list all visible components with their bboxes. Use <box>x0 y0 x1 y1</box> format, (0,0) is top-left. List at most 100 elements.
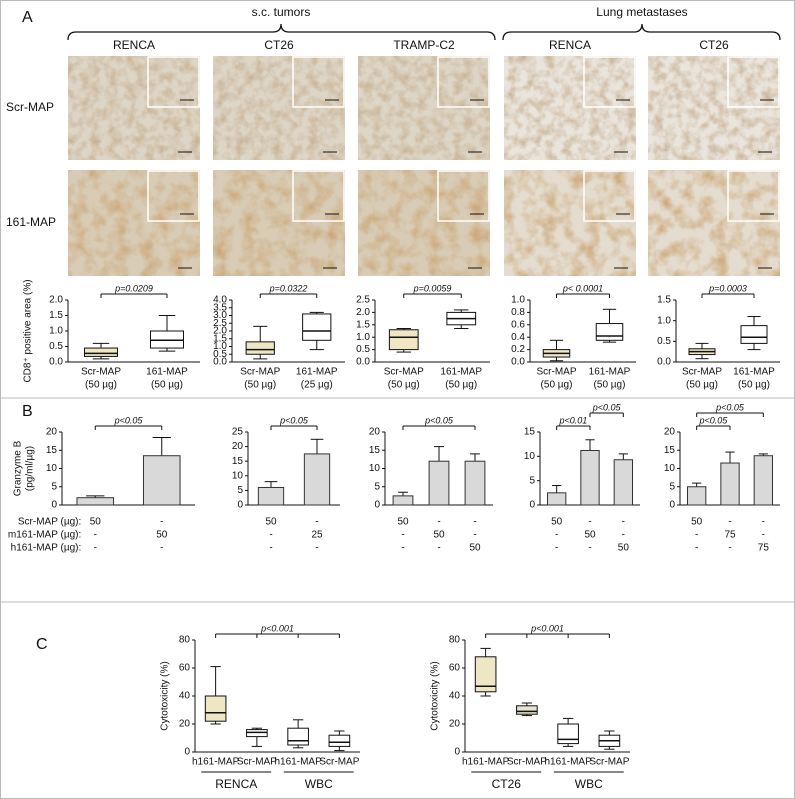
dose-value: - <box>269 543 272 554</box>
box <box>328 734 351 747</box>
category-label: Scr-MAP <box>384 367 424 378</box>
box <box>516 705 538 715</box>
inset <box>583 170 636 222</box>
y-tick-label: 0.5 <box>657 336 671 347</box>
p-value: p< 0.0001 <box>562 283 603 293</box>
brace <box>502 23 781 41</box>
dose-value: 50 <box>551 517 563 528</box>
dose-value: - <box>94 543 97 554</box>
dose-value: - <box>728 517 731 528</box>
y-tick-label: 20 <box>179 719 191 730</box>
y-tick-label: 0.5 <box>49 341 63 352</box>
dose-value: 50 <box>433 530 445 541</box>
category-sublabel: (50 µg) <box>85 380 117 391</box>
category-label: h161-MAP <box>275 757 323 768</box>
bar <box>580 449 600 506</box>
y-tick-label: 1.0 <box>356 332 370 343</box>
p-value: p<0.05 <box>424 415 454 425</box>
p-value: p=0.0003 <box>708 283 747 293</box>
box <box>557 723 579 745</box>
group-label: WBC <box>575 777 603 791</box>
p-value: p<0.05 <box>279 415 309 425</box>
y-tick-label: 20 <box>46 427 58 438</box>
bar <box>464 460 486 506</box>
y-tick-label: 25 <box>232 427 244 438</box>
p-value: p<0.01 <box>558 415 587 425</box>
category-sublabel: (50 µg) <box>738 380 770 391</box>
bar <box>753 455 774 506</box>
p-value: p<0.05 <box>715 402 745 412</box>
bar <box>428 460 450 506</box>
y-tick-label: 1.5 <box>356 319 370 330</box>
box <box>302 313 332 341</box>
box <box>595 323 624 341</box>
y-tick-label: 1.5 <box>657 295 671 306</box>
category-sublabel: (50 µg) <box>541 380 573 391</box>
y-axis-label: Cytotoxicity (%) <box>160 661 171 730</box>
micrograph-texture <box>504 56 636 160</box>
bar <box>687 486 707 506</box>
panel-label: A <box>22 9 33 26</box>
column-header: TRAMP-C2 <box>393 38 455 52</box>
group-title: Lung metastases <box>596 5 687 19</box>
dose-value: - <box>315 517 318 528</box>
y-tick-label: 10 <box>232 470 244 481</box>
p-value: p=0.0059 <box>413 283 452 293</box>
dose-value: - <box>695 530 698 541</box>
dose-value: 75 <box>724 530 736 541</box>
dose-value: 50 <box>691 517 703 528</box>
micrograph-texture <box>213 170 345 276</box>
inset <box>292 170 345 222</box>
category-label: Scr-MAP <box>589 757 629 768</box>
inset <box>583 56 636 108</box>
dose-value: - <box>160 543 163 554</box>
box <box>287 727 309 746</box>
dose-value: - <box>622 530 625 541</box>
dose-value: - <box>401 530 404 541</box>
dose-value: 50 <box>90 517 102 528</box>
dose-value: 50 <box>397 517 409 528</box>
category-sublabel: (50 µg) <box>151 380 183 391</box>
dose-value: 75 <box>758 543 770 554</box>
micrograph-texture <box>358 56 490 160</box>
y-tick-label: 2.0 <box>356 307 370 318</box>
micrograph-texture <box>68 56 200 160</box>
y-tick-label: 4.0 <box>213 295 227 306</box>
group-label: CT26 <box>492 777 522 791</box>
inset <box>292 56 345 108</box>
bar <box>76 497 115 506</box>
p-value: p=0.0322 <box>269 283 308 293</box>
micrograph-texture <box>648 56 780 160</box>
dose-value: - <box>473 517 476 528</box>
panel-label: C <box>36 636 48 653</box>
y-tick-label: 1.5 <box>213 333 227 344</box>
y-axis-label: (pg/ml/µg) <box>25 446 36 491</box>
category-sublabel: (25 µg) <box>301 380 333 391</box>
dose-value: 50 <box>265 517 277 528</box>
dose-value: - <box>695 543 698 554</box>
y-tick-label: 0.0 <box>356 357 370 368</box>
row-label: Scr-MAP <box>6 100 54 114</box>
p-value: p<0.001 <box>530 623 564 633</box>
category-sublabel: (50 µg) <box>244 380 276 391</box>
y-tick-label: 0 <box>454 747 460 758</box>
y-tick-label: 15 <box>369 445 381 456</box>
dose-row-label: Scr-MAP (µg): <box>18 517 81 528</box>
y-tick-label: 10 <box>664 463 676 474</box>
group-label: WBC <box>305 777 333 791</box>
y-tick-label: 3.0 <box>213 310 227 321</box>
dose-value: - <box>269 530 272 541</box>
category-label: h161-MAP <box>192 757 240 768</box>
micrograph-texture <box>68 170 200 276</box>
inset <box>727 170 780 222</box>
y-tick-label: 0 <box>184 747 190 758</box>
y-tick-label: 15 <box>232 456 244 467</box>
category-label: Scr-MAP <box>240 367 280 378</box>
category-label: h161-MAP <box>545 757 593 768</box>
category-label: h161-MAP <box>462 757 510 768</box>
y-tick-label: 80 <box>179 635 191 646</box>
y-tick-label: 2.5 <box>213 318 227 329</box>
y-tick-label: 10 <box>46 463 58 474</box>
bar <box>392 495 414 506</box>
y-tick-label: 5 <box>51 481 57 492</box>
